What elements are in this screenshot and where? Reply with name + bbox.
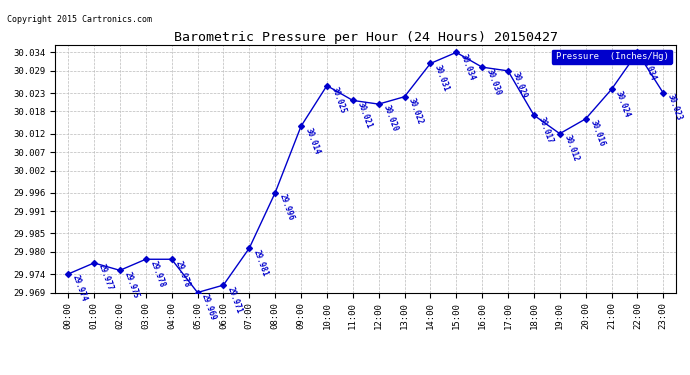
Text: 30.012: 30.012 <box>562 134 580 163</box>
Text: 30.031: 30.031 <box>433 63 451 93</box>
Text: 30.017: 30.017 <box>536 115 555 144</box>
Text: 29.974: 29.974 <box>71 274 89 303</box>
Text: 30.020: 30.020 <box>381 104 400 133</box>
Text: 30.022: 30.022 <box>407 97 425 126</box>
Text: 30.030: 30.030 <box>484 67 503 96</box>
Text: 30.016: 30.016 <box>588 119 607 148</box>
Text: 29.969: 29.969 <box>200 292 218 322</box>
Text: 30.025: 30.025 <box>329 86 348 115</box>
Text: 30.034: 30.034 <box>640 53 658 81</box>
Text: 30.021: 30.021 <box>355 100 373 130</box>
Text: 29.981: 29.981 <box>252 248 270 278</box>
Text: Copyright 2015 Cartronics.com: Copyright 2015 Cartronics.com <box>7 15 152 24</box>
Text: 30.029: 30.029 <box>511 71 529 100</box>
Text: 29.978: 29.978 <box>174 259 193 288</box>
Text: 29.971: 29.971 <box>226 285 244 314</box>
Text: 29.978: 29.978 <box>148 259 166 288</box>
Title: Barometric Pressure per Hour (24 Hours) 20150427: Barometric Pressure per Hour (24 Hours) … <box>174 31 558 44</box>
Text: 29.977: 29.977 <box>97 263 115 292</box>
Text: 29.975: 29.975 <box>123 270 141 300</box>
Text: 30.034: 30.034 <box>459 53 477 81</box>
Legend: Pressure  (Inches/Hg): Pressure (Inches/Hg) <box>551 50 671 64</box>
Text: 30.023: 30.023 <box>666 93 684 122</box>
Text: 29.996: 29.996 <box>277 193 296 222</box>
Text: 30.014: 30.014 <box>304 126 322 155</box>
Text: 30.024: 30.024 <box>614 89 632 118</box>
